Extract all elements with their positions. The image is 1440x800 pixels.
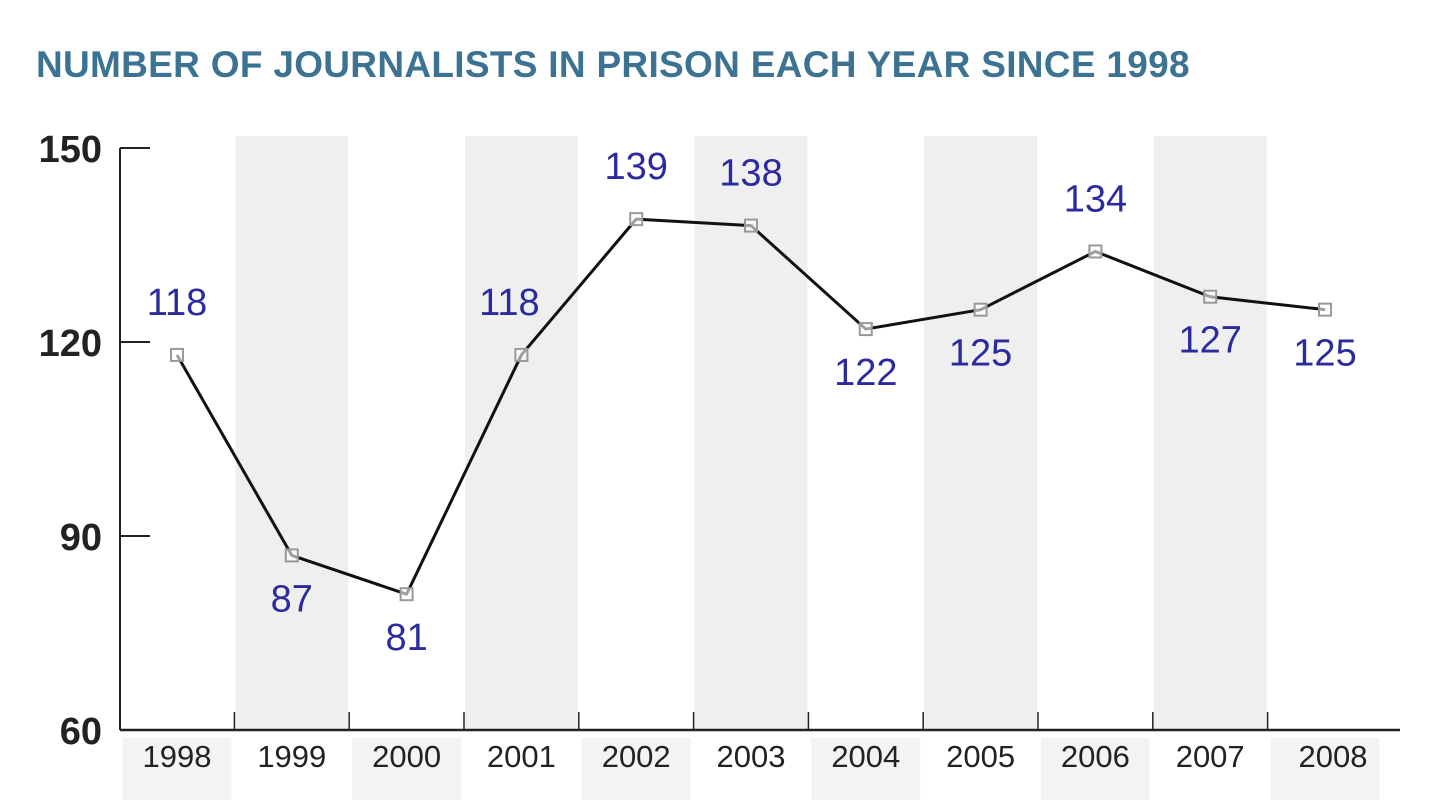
y-tick-label: 60 bbox=[60, 711, 102, 753]
band-2001 bbox=[465, 136, 578, 730]
data-label-1998: 118 bbox=[147, 282, 208, 324]
chart-title: NUMBER OF JOURNALISTS IN PRISON EACH YEA… bbox=[36, 44, 1190, 85]
data-point-2007 bbox=[1203, 289, 1218, 304]
data-label-1999: 87 bbox=[271, 578, 313, 620]
label-band-2008 bbox=[1270, 738, 1380, 800]
data-point-2008 bbox=[1318, 302, 1332, 317]
data-label-2003: 138 bbox=[719, 153, 782, 195]
label-band-2002 bbox=[581, 738, 691, 800]
x-tick-label: 1998 bbox=[143, 739, 212, 774]
data-point-2003 bbox=[744, 218, 758, 233]
data-point-2006 bbox=[1088, 244, 1103, 259]
label-band-2000 bbox=[352, 738, 461, 800]
x-tick-label: 2001 bbox=[487, 739, 556, 774]
x-tick-label: 2004 bbox=[831, 739, 900, 774]
label-band-2006 bbox=[1041, 738, 1150, 800]
data-point-2004 bbox=[858, 322, 873, 337]
data-label-2001: 118 bbox=[479, 282, 540, 324]
label-band-2004 bbox=[811, 738, 921, 800]
x-tick-label: 2000 bbox=[372, 739, 441, 774]
data-point-2002 bbox=[629, 212, 644, 227]
x-tick-label: 2006 bbox=[1061, 739, 1130, 774]
x-tick-label: 2002 bbox=[602, 739, 671, 774]
data-label-2008: 125 bbox=[1293, 333, 1356, 375]
data-label-2006: 134 bbox=[1064, 178, 1127, 220]
data-label-2005: 125 bbox=[949, 333, 1012, 375]
data-point-2001 bbox=[514, 347, 529, 362]
x-tick-label: 1999 bbox=[257, 739, 326, 774]
data-point-2000 bbox=[399, 587, 414, 602]
data-label-2007: 127 bbox=[1178, 320, 1241, 362]
band-2007 bbox=[1153, 136, 1267, 730]
data-point-1998 bbox=[170, 347, 184, 362]
label-band-1998 bbox=[122, 738, 232, 800]
data-label-2002: 139 bbox=[604, 146, 667, 188]
band-2005 bbox=[924, 136, 1037, 730]
data-point-2005 bbox=[973, 302, 988, 317]
data-label-2000: 81 bbox=[385, 617, 427, 659]
data-label-2004: 122 bbox=[834, 352, 897, 394]
y-tick-label: 120 bbox=[39, 323, 102, 365]
data-point-1999 bbox=[284, 548, 299, 563]
x-tick-label: 2003 bbox=[717, 739, 786, 774]
x-tick-label: 2007 bbox=[1176, 739, 1245, 774]
band-1999 bbox=[235, 136, 349, 730]
band-2003 bbox=[694, 136, 808, 730]
x-tick-label: 2008 bbox=[1299, 739, 1368, 774]
y-tick-label: 90 bbox=[60, 517, 102, 559]
x-tick-label: 2005 bbox=[946, 739, 1015, 774]
y-tick-label: 150 bbox=[39, 129, 102, 171]
